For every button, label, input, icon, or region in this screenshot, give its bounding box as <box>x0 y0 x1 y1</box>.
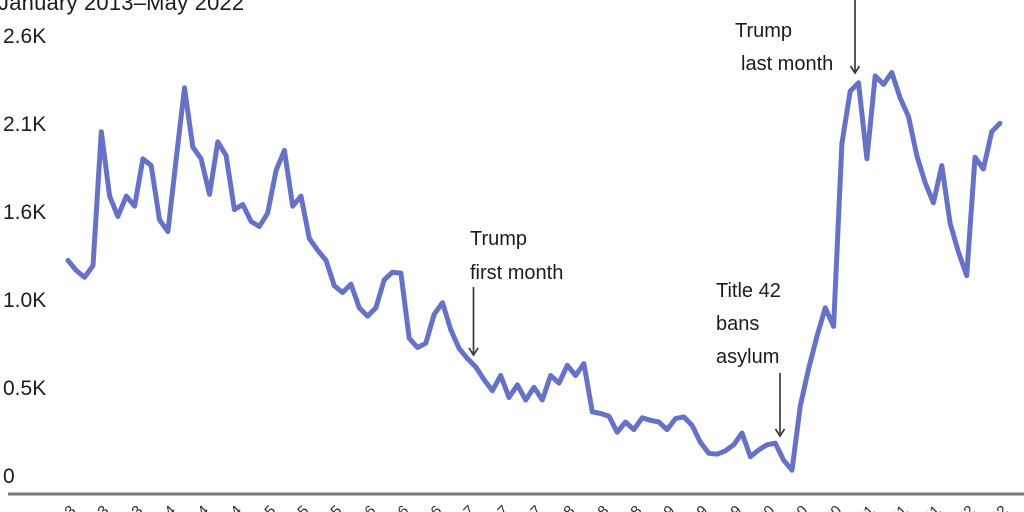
trump-first-month-label: first month <box>470 262 564 284</box>
x-axis-tick-label: Sep 2019 <box>677 502 745 512</box>
title-42-bans-asylum-label: asylum <box>716 346 780 368</box>
x-axis-tick-label: May 2022 <box>943 502 1012 512</box>
x-axis-tick-label: Jan 2022 <box>910 502 978 512</box>
x-axis-tick-label: May 2014 <box>145 502 213 512</box>
x-axis-tick-label: Jan 2017 <box>411 502 479 512</box>
x-axis-tick-label: Sep 2018 <box>577 502 645 512</box>
x-axis-tick-label: Sep 2016 <box>378 502 445 512</box>
y-axis-tick-label: 1.0K <box>3 289 47 312</box>
x-axis-tick-label: Sep 2013 <box>78 502 145 512</box>
x-axis-tick-label: May 2017 <box>444 502 512 512</box>
trump-last-month-label: Trump <box>735 20 793 42</box>
chart-subtitle-date-range: January 2013–May 2022 <box>0 0 245 15</box>
trump-first-month-label: Trump <box>470 228 528 250</box>
trump-last-month-arrowhead <box>849 65 861 75</box>
y-axis-tick-label: 0.5K <box>3 377 47 400</box>
x-axis-tick-label: May 2018 <box>544 502 612 512</box>
x-axis-tick-label: Jan 2014 <box>111 502 179 512</box>
x-axis-tick-label: Jan 2013 <box>11 502 80 512</box>
x-axis-tick-label: Sep 2017 <box>477 502 545 512</box>
title-42-bans-asylum-label: Title 42 <box>716 280 781 302</box>
y-axis-tick-label: 2.6K <box>3 25 47 48</box>
x-axis-tick-label: Sep 2015 <box>278 502 345 512</box>
y-axis-tick-label: 2.1K <box>3 113 47 136</box>
x-axis-tick-label: May 2021 <box>844 502 912 512</box>
x-axis-tick-label: Jan 2018 <box>511 502 579 512</box>
title-42-bans-asylum-arrowhead <box>774 428 786 438</box>
title-42-bans-asylum-label: bans <box>716 313 760 335</box>
trump-first-month-arrowhead <box>468 347 479 357</box>
x-axis-tick-label: May 2019 <box>644 502 712 512</box>
x-axis-tick-label: Sep 2020 <box>777 502 844 512</box>
x-axis-tick-label: Sep 2021 <box>877 502 944 512</box>
x-axis-tick-label: Sep 2014 <box>178 502 245 512</box>
x-axis-tick-label: May 2013 <box>45 502 113 512</box>
x-axis-tick-label: Jan 2021 <box>810 502 878 512</box>
x-axis-tick-label: May 2015 <box>244 502 313 512</box>
x-axis-tick-label: May 2016 <box>344 502 413 512</box>
x-axis-tick-label: Jan 2016 <box>311 502 379 512</box>
x-axis-tick-label: May 2020 <box>744 502 812 512</box>
y-axis-tick-label: 0 <box>3 465 15 488</box>
x-axis-tick-label: Jan 2020 <box>710 502 779 512</box>
x-axis-tick-label: Jan 2019 <box>611 502 679 512</box>
y-axis-tick-label: 1.6K <box>3 201 47 224</box>
x-axis-tick-label: Jan 2015 <box>211 502 279 512</box>
trump-last-month-label: last month <box>741 53 834 75</box>
